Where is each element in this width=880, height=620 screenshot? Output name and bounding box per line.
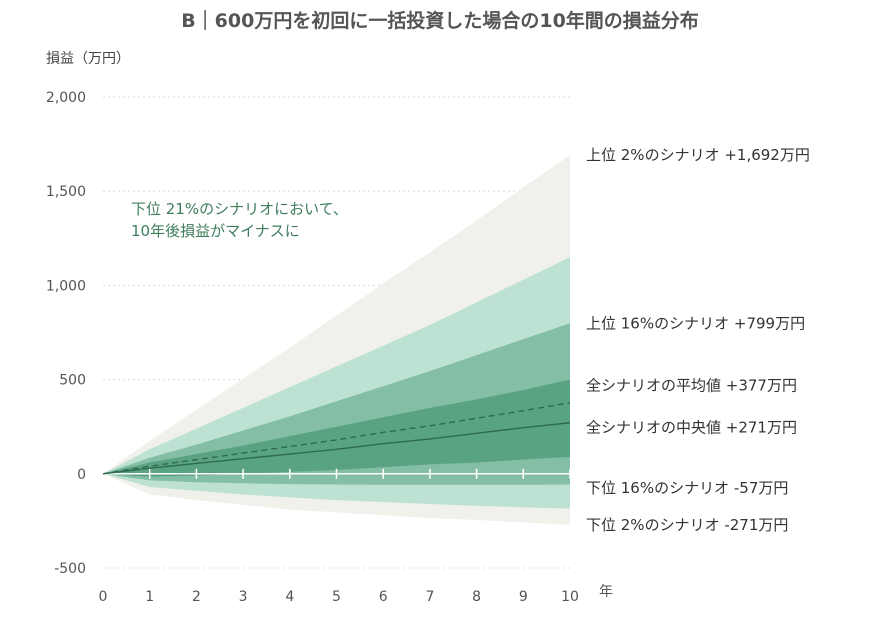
right-label: 下位 16%のシナリオ -57万円	[586, 479, 788, 497]
x-tick-label: 6	[379, 589, 388, 605]
chart-title: B｜600万円を初回に一括投資した場合の10年間の損益分布	[181, 9, 699, 32]
y-tick-label: 2,000	[46, 90, 86, 106]
y-tick-label: 500	[59, 373, 86, 389]
right-label: 全シナリオの平均値 +377万円	[586, 376, 797, 394]
series-line-1	[102, 422, 571, 475]
x-axis-label: 年	[599, 584, 613, 600]
x-tick-label: 1	[145, 589, 154, 605]
right-label: 全シナリオの中央値 +271万円	[586, 419, 797, 437]
x-tick-label: 2	[192, 589, 201, 605]
x-tick-label: 10	[561, 589, 579, 605]
y-tick-label: -500	[54, 561, 86, 577]
y-tick-label: 1,000	[46, 278, 86, 294]
x-tick-label: 0	[99, 589, 108, 605]
x-tick-label: 8	[472, 589, 481, 605]
series-line-0	[102, 402, 571, 475]
x-tick-label: 3	[239, 589, 248, 605]
x-tick-label: 5	[332, 589, 341, 605]
x-tick-label: 9	[519, 589, 528, 605]
y-tick-label: 1,500	[46, 184, 86, 200]
x-tick-label: 7	[425, 589, 434, 605]
right-label: 下位 2%のシナリオ -271万円	[586, 516, 788, 534]
annotation-text: 下位 21%のシナリオにおいて、	[131, 200, 348, 218]
distribution-band-3	[103, 379, 570, 477]
annotation-text: 10年後損益がマイナスに	[131, 222, 300, 240]
y-axis-label: 損益（万円）	[46, 51, 130, 67]
x-tick-label: 4	[285, 589, 294, 605]
right-label: 上位 2%のシナリオ +1,692万円	[586, 146, 810, 164]
y-tick-label: 0	[77, 467, 86, 483]
right-label: 上位 16%のシナリオ +799万円	[586, 314, 805, 332]
